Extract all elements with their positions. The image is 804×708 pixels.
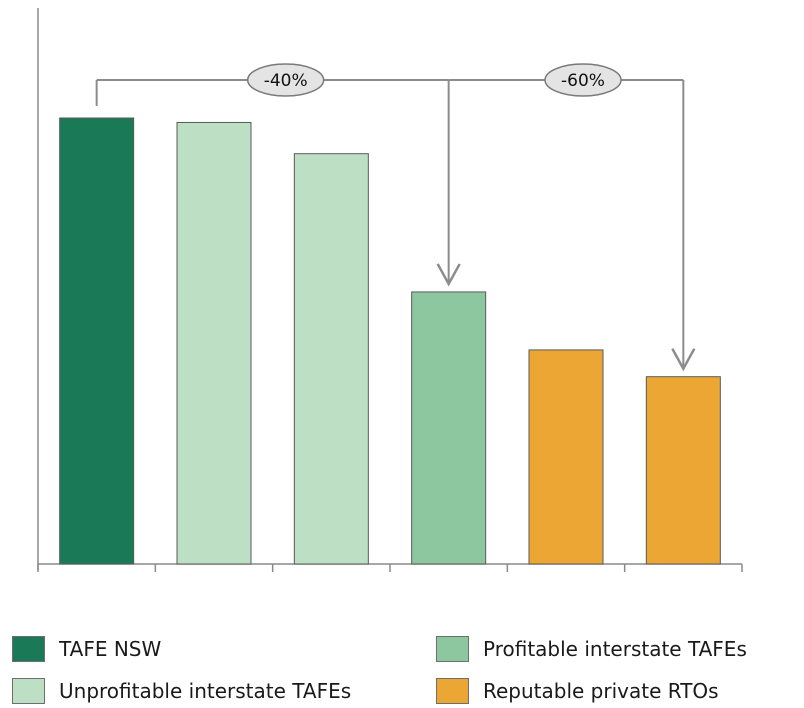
- callout-label: -60%: [561, 71, 605, 91]
- bar-chart: -40% -60%: [37, 8, 743, 572]
- callout-label-bubble: [544, 63, 622, 97]
- legend-item-profitable-interstate-tafes: Profitable interstate TAFEs: [436, 636, 747, 662]
- legend-swatch: [436, 678, 469, 704]
- callout-label-bubble: [246, 63, 325, 97]
- legend-item-tafe-nsw: TAFE NSW: [12, 636, 161, 662]
- legend-label: Unprofitable interstate TAFEs: [59, 679, 352, 703]
- legend-label: TAFE NSW: [59, 637, 162, 661]
- legend-item-reputable-private-rtos: Reputable private RTOs: [436, 678, 719, 704]
- callout-label: -40%: [264, 71, 308, 91]
- bar: [411, 291, 487, 565]
- bar: [59, 117, 135, 565]
- legend-label: Profitable interstate TAFEs: [483, 637, 747, 661]
- chart-bars: [59, 117, 721, 565]
- bar: [176, 121, 252, 565]
- legend-item-unprofitable-interstate-tafes: Unprofitable interstate TAFEs: [12, 678, 351, 704]
- callout-arrowhead: [671, 348, 696, 372]
- legend-swatch: [436, 636, 469, 662]
- legend-label: Reputable private RTOs: [483, 679, 719, 703]
- callout-arrowhead: [436, 263, 461, 287]
- legend-swatch: [12, 678, 45, 704]
- bar: [528, 349, 604, 565]
- bar: [645, 376, 721, 565]
- chart-callouts: -40% -60%: [95, 63, 696, 372]
- legend-swatch: [12, 636, 45, 662]
- chart-axes: [37, 8, 743, 572]
- bar: [293, 153, 369, 565]
